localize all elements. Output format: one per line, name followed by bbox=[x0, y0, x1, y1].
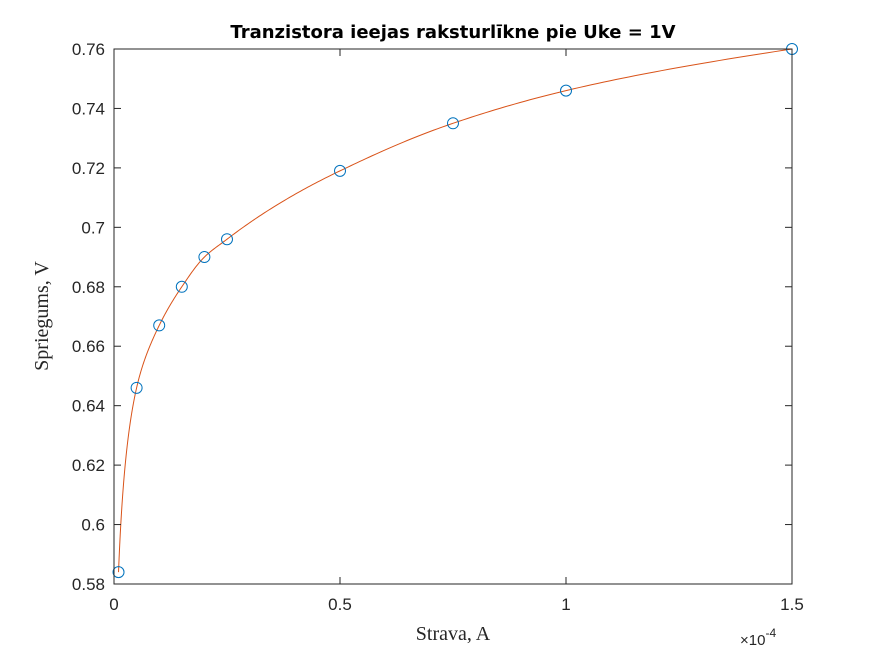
y-axis-label: Spriegums, V bbox=[31, 261, 53, 371]
data-point-marker bbox=[153, 319, 166, 332]
fit-curve-layer bbox=[118, 48, 793, 573]
y-tick-label: 0.76 bbox=[72, 40, 105, 59]
y-axis-ticks: 0.58 0.6 0.62 0.64 0.66 0.68 0.7 0.72 0.74 0.76 bbox=[72, 40, 792, 594]
y-tick-label: 0.7 bbox=[81, 218, 105, 237]
data-point-marker bbox=[560, 84, 572, 97]
chart-title: Tranzistora ieejas raksturlīkne pie Uke … bbox=[230, 22, 675, 43]
x-axis-exponent: ×10-4 bbox=[740, 626, 776, 649]
data-point-marker bbox=[175, 280, 188, 293]
x-axis-ticks: 0 0.5 1 1.5 bbox=[109, 49, 804, 614]
y-tick-label: 0.58 bbox=[72, 575, 105, 594]
y-tick-label: 0.6 bbox=[81, 516, 105, 535]
x-tick-label: 1 bbox=[561, 595, 570, 614]
x-axis-exponent-power: -4 bbox=[765, 626, 776, 640]
y-tick-label: 0.64 bbox=[72, 397, 105, 416]
x-tick-label: 0 bbox=[109, 595, 118, 614]
y-tick-label: 0.74 bbox=[72, 99, 105, 118]
data-point-marker bbox=[221, 233, 233, 246]
x-tick-label: 1.5 bbox=[780, 595, 804, 614]
data-point-marker bbox=[198, 251, 211, 264]
marker-layer bbox=[112, 43, 798, 579]
axes-box bbox=[113, 48, 793, 585]
data-point-marker bbox=[447, 117, 459, 130]
data-point-marker bbox=[112, 566, 125, 579]
data-point-marker bbox=[130, 381, 143, 394]
y-tick-label: 0.68 bbox=[72, 278, 105, 297]
y-tick-label: 0.72 bbox=[72, 159, 105, 178]
fit-line bbox=[118, 48, 793, 573]
x-tick-label: 0.5 bbox=[328, 595, 352, 614]
plot-area bbox=[114, 49, 792, 584]
y-tick-label: 0.66 bbox=[72, 337, 105, 356]
x-axis-label: Strava, A bbox=[416, 623, 491, 645]
y-tick-label: 0.62 bbox=[72, 456, 105, 475]
x-axis-exponent-base: ×10 bbox=[740, 632, 765, 649]
data-point-marker bbox=[334, 164, 346, 177]
